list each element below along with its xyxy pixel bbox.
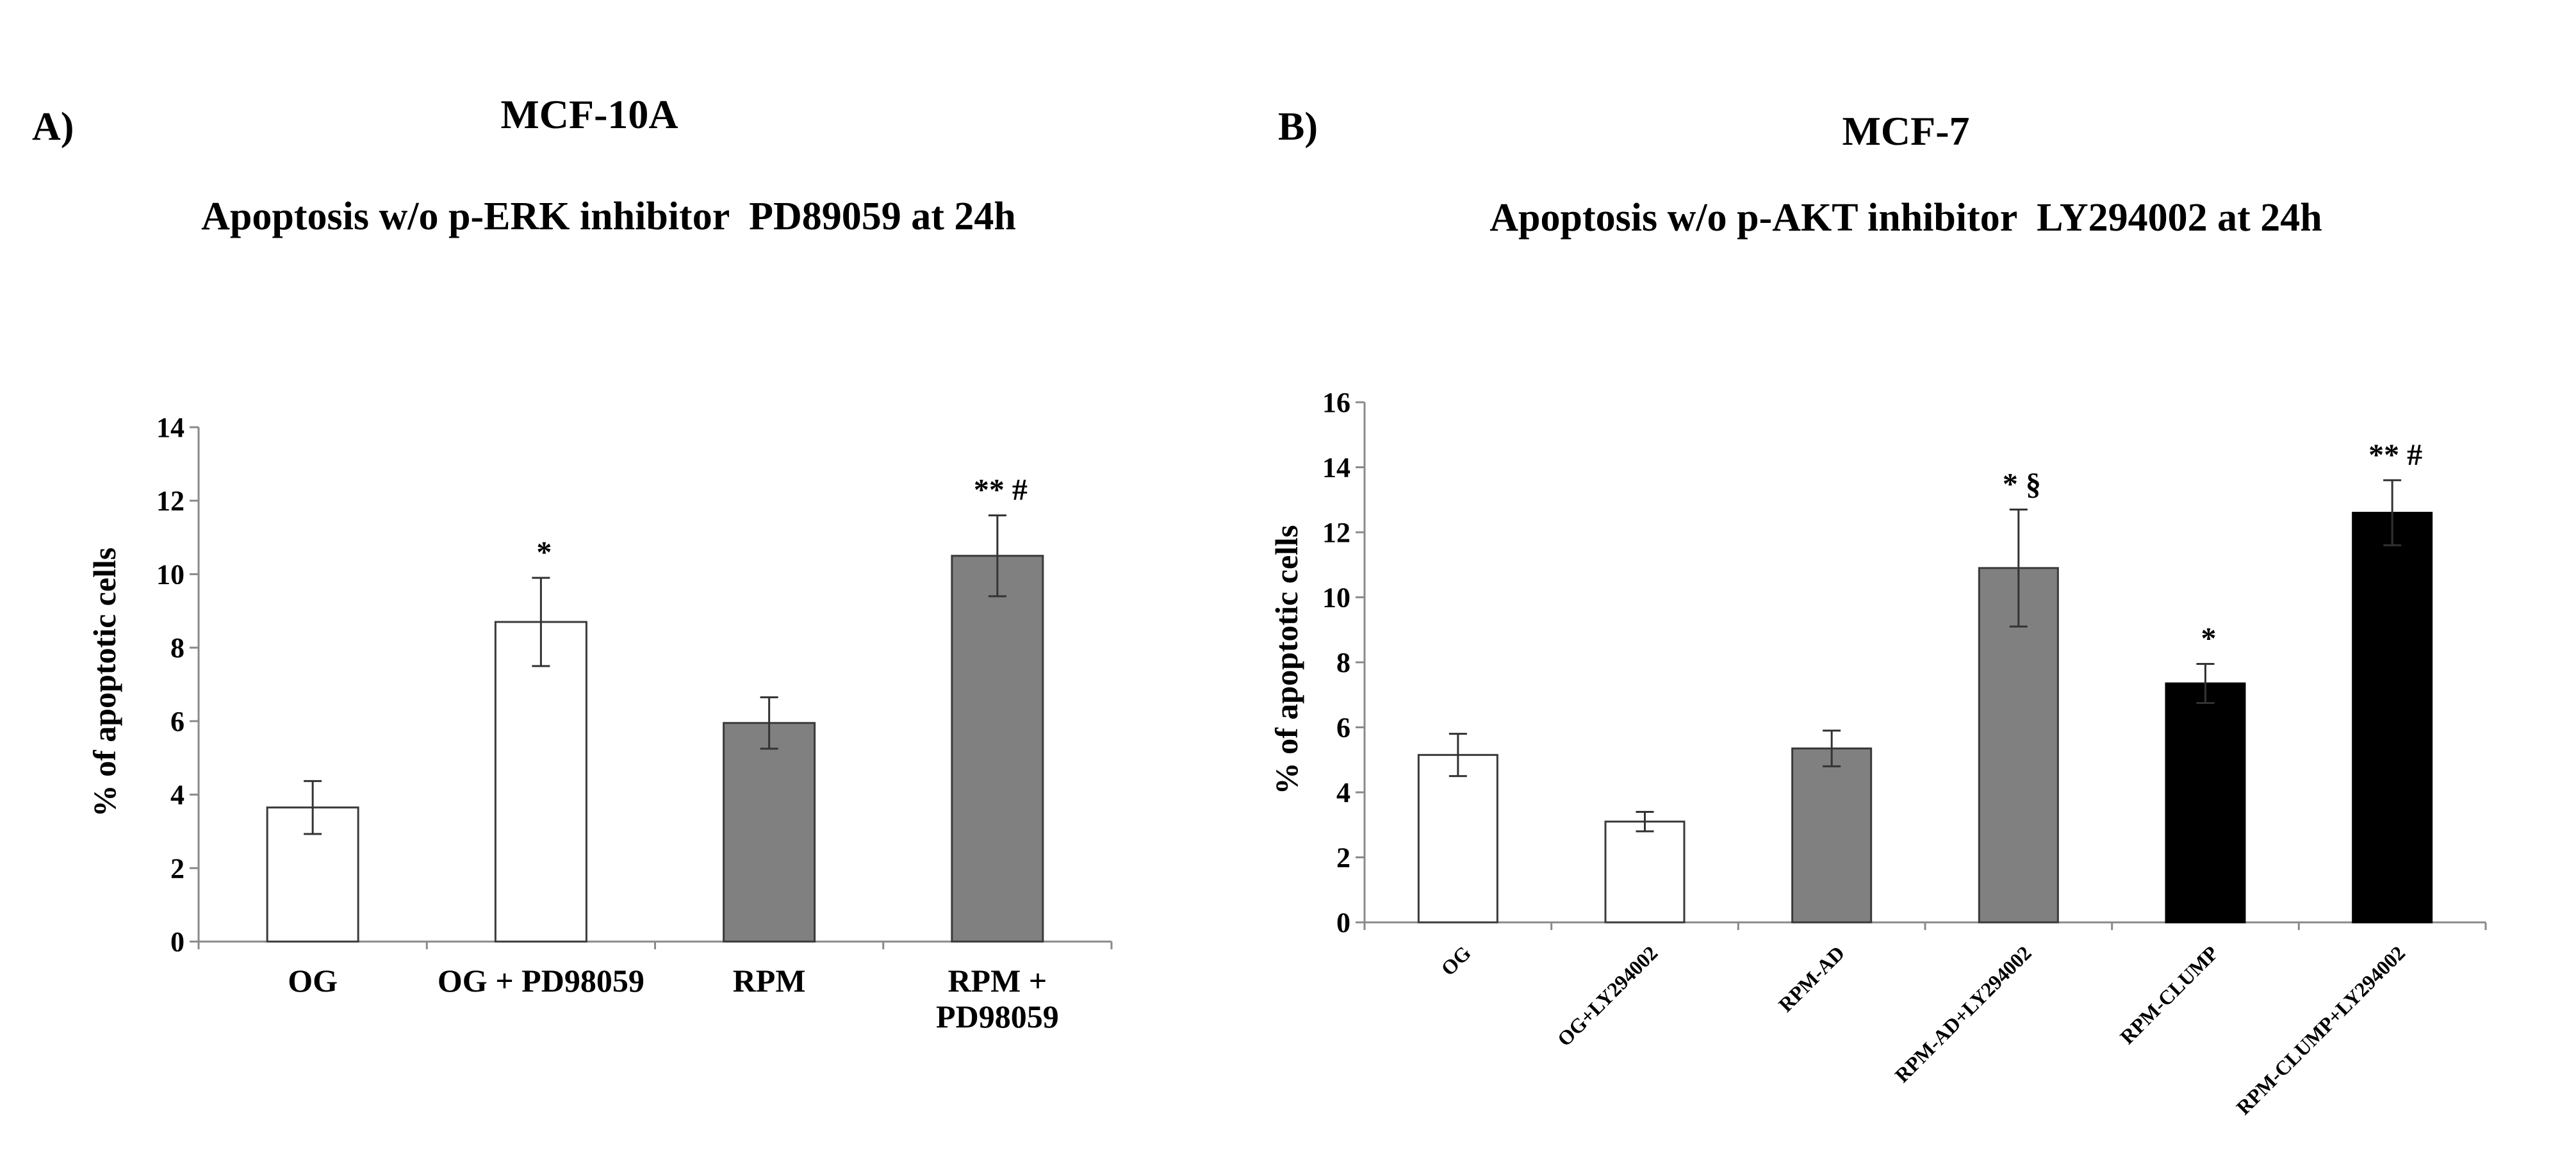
panel-a-x-tick-label: RPM	[733, 963, 806, 999]
panel-a: A) MCF-10A Apoptosis w/o p-ERK inhibitor…	[32, 92, 1113, 1034]
panel-b-significance-label: *	[2201, 622, 2217, 656]
panel-a-bar	[723, 722, 816, 943]
panel-b-x-tick-label: RPM-AD	[1774, 941, 1849, 1016]
panel-a-y-tick-label: 2	[170, 853, 185, 884]
panel-b-bar	[2165, 682, 2246, 924]
panel-b-y-tick-label: 2	[1336, 842, 1350, 874]
panel-b-y-tick-label: 6	[1336, 712, 1350, 744]
panel-a-x-tick-label: OG + PD98059	[438, 963, 644, 999]
panel-b-y-tick-label: 10	[1322, 582, 1350, 614]
panel-a-bar	[494, 621, 587, 943]
panel-b-x-tick-label: RPM-CLUMP+LY294002	[2232, 941, 2410, 1119]
panel-a-x-tick-label: OG	[288, 963, 338, 999]
panel-b-cell-line: MCF-7	[1842, 108, 1969, 154]
panel-a-significance-label: *	[536, 535, 552, 569]
panel-a-significance-label: ** #	[974, 473, 1028, 507]
panel-b-y-tick-label: 8	[1336, 647, 1350, 678]
panel-a-bar	[951, 555, 1044, 943]
panel-b-y-tick-label: 14	[1322, 452, 1350, 484]
panel-a-y-tick-label: 0	[170, 926, 185, 958]
panel-b-y-tick-label: 4	[1336, 777, 1350, 808]
panel-a-title: Apoptosis w/o p-ERK inhibitor PD89059 at…	[201, 195, 1016, 238]
panel-a-label: A)	[32, 105, 74, 149]
panel-a-y-tick-label: 6	[170, 706, 185, 737]
panel-b-label: B)	[1278, 105, 1318, 149]
panel-b-x-tick-label: OG	[1436, 941, 1475, 980]
panel-a-y-tick-label: 12	[156, 486, 185, 517]
panel-b-title: Apoptosis w/o p-AKT inhibitor LY294002 a…	[1489, 196, 2322, 240]
panel-a-plot: 0 2 4 6 8 10 12 14 OG * OG + PD98059 RPM ** # RPM +PD…	[156, 412, 1113, 1034]
panel-b-bar	[2352, 512, 2433, 924]
panel-b-y-tick-label: 0	[1336, 907, 1350, 938]
panel-a-x-tick-label: PD98059	[936, 999, 1059, 1034]
panel-b-bar	[1604, 821, 1686, 924]
panel-a-x-tick-label: RPM +	[948, 963, 1047, 999]
panel-a-y-axis-label: % of apoptotic cells	[86, 548, 122, 817]
panel-a-y-tick-label: 4	[170, 780, 185, 811]
panel-b-y-tick-label: 16	[1322, 387, 1350, 418]
panel-a-y-tick-label: 14	[156, 412, 185, 443]
panel-a-y-tick-label: 8	[170, 632, 185, 664]
panel-b: B) MCF-7 Apoptosis w/o p-AKT inhibitor L…	[1268, 105, 2487, 1119]
panel-a-y-tick-label: 10	[156, 559, 185, 590]
panel-b-y-axis-label: % of apoptotic cells	[1268, 525, 1304, 795]
panel-b-y-tick-label: 12	[1322, 517, 1350, 548]
panel-b-bar	[1791, 747, 1873, 924]
panel-b-plot: 0 2 4 6 8 10 12 14 16 OG OG+LY294002 RPM-AD * § RPM-A…	[1322, 387, 2487, 1119]
panel-b-bar	[1417, 754, 1498, 924]
panel-b-x-tick-label: RPM-AD+LY294002	[1890, 941, 2035, 1086]
panel-a-cell-line: MCF-10A	[500, 92, 678, 137]
panel-b-significance-label: ** #	[2368, 438, 2422, 472]
panel-b-x-tick-label: OG+LY294002	[1553, 941, 1662, 1050]
panel-b-significance-label: * §	[2003, 467, 2041, 501]
panel-b-x-tick-label: RPM-CLUMP	[2115, 941, 2222, 1048]
